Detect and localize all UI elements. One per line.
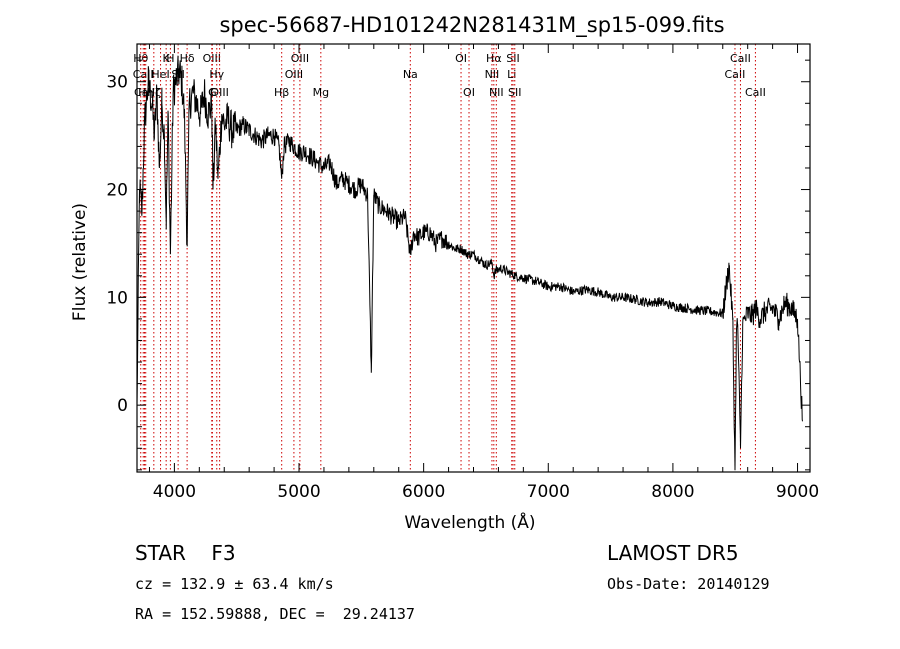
- obs-date: Obs-Date: 20140129: [607, 575, 770, 593]
- spectral-line-label: H: [166, 52, 174, 65]
- info-panel: STAR F3 cz = 132.9 ± 63.4 km/s RA = 152.…: [135, 541, 770, 623]
- spectral-line-label: G: [208, 86, 217, 99]
- plot-frame: [136, 43, 811, 473]
- spectral-line-label: OIII: [203, 52, 221, 65]
- survey-name: LAMOST DR5: [607, 541, 739, 565]
- y-tick-label: 20: [106, 181, 128, 201]
- spectral-line-label: OIII: [285, 68, 303, 81]
- spectral-line-label: Li: [507, 68, 516, 81]
- spectral-line-label: OI: [455, 52, 467, 65]
- x-tick-label: 9000: [776, 482, 819, 502]
- x-tick-label: 4000: [153, 482, 196, 502]
- x-axis-label: Wavelength (Å): [404, 511, 535, 533]
- coordinates-text: RA = 152.59888, DEC = 29.24137: [135, 605, 415, 623]
- spectral-line-label: Hδ: [180, 52, 195, 65]
- spectrum-series: [136, 55, 803, 471]
- x-tick-label: 6000: [402, 482, 445, 502]
- spectral-line-label: Hγ: [209, 68, 224, 81]
- spectral-line-label: SII: [508, 86, 521, 99]
- spectral-line-label: SII: [506, 52, 519, 65]
- y-tick-label: 30: [106, 73, 128, 93]
- spectral-line-label: OIII: [210, 86, 228, 99]
- chart-title: spec-56687-HD101242N281431M_sp15-099.fit…: [219, 13, 724, 38]
- spectral-line-label: Na: [403, 68, 418, 81]
- spectral-line-label: CaII: [730, 52, 751, 65]
- x-tick-label: 8000: [651, 482, 694, 502]
- y-tick-label: 0: [117, 396, 128, 416]
- y-tick-label: 10: [106, 288, 128, 308]
- spectral-line-label: Hα: [486, 52, 502, 65]
- spectral-line-label: Hθ: [133, 52, 148, 65]
- x-tick-label: 5000: [277, 482, 320, 502]
- axis-ticks: 4000 5000 6000 7000 8000 9000 0 10 20 30: [106, 44, 819, 502]
- x-tick-label: 7000: [527, 482, 570, 502]
- spectral-line-label: OIII: [291, 52, 309, 65]
- spectral-line-label: HeI: [151, 68, 169, 81]
- y-axis-label: Flux (relative): [70, 203, 90, 321]
- spectral-line-label: Mg: [313, 86, 329, 99]
- spectral-line-label: K: [163, 52, 171, 65]
- spectral-line-label: NII: [489, 86, 504, 99]
- spectral-line-label: OI: [463, 86, 475, 99]
- object-class: STAR F3: [135, 541, 236, 565]
- spectrum-line: [136, 55, 803, 471]
- spectral-line-label: CaII: [725, 68, 746, 81]
- spectral-line-label: CaII: [745, 86, 766, 99]
- spectral-line-label: NII: [485, 68, 500, 81]
- redshift-text: cz = 132.9 ± 63.4 km/s: [135, 575, 334, 593]
- spectral-line-label: Hβ: [274, 86, 289, 99]
